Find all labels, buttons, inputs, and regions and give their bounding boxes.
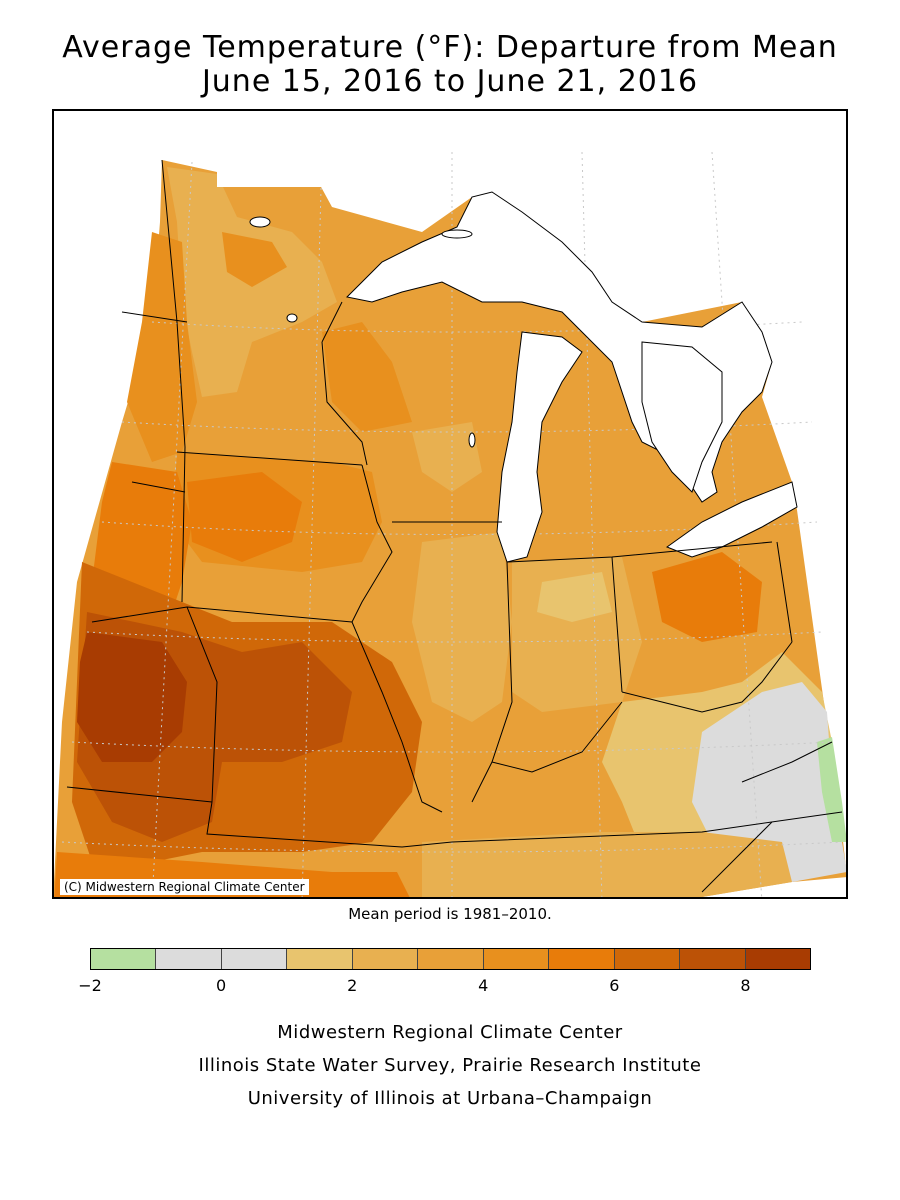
credit-line-3: University of Illinois at Urbana–Champai… xyxy=(247,1088,653,1109)
legend-tick-label: −2 xyxy=(78,976,102,995)
state-borders xyxy=(66,159,843,893)
mean-period-note: Mean period is 1981–2010. xyxy=(348,905,552,923)
legend-swatch xyxy=(91,949,157,969)
band-oh-hot xyxy=(652,552,762,642)
canada-gap xyxy=(217,152,337,187)
band-wv-green xyxy=(817,737,846,842)
map-date-range: June 15, 2016 to June 21, 2016 xyxy=(201,64,699,99)
legend-swatch xyxy=(156,949,222,969)
lake-mille-lacs xyxy=(286,313,298,323)
legend-swatch xyxy=(287,949,353,969)
copyright-label: (C) Midwestern Regional Climate Center xyxy=(60,879,309,895)
legend-swatch xyxy=(352,949,419,969)
band-tn-south xyxy=(422,832,792,897)
legend-swatch xyxy=(549,949,615,969)
lake-erie xyxy=(665,481,798,558)
map-title: Average Temperature (°F): Departure from… xyxy=(62,30,838,65)
band-ky-gray xyxy=(692,682,846,882)
legend-swatch xyxy=(614,949,681,969)
lake-winnebago xyxy=(468,432,476,448)
band-orange-mn xyxy=(127,232,197,462)
legend-swatch xyxy=(221,949,288,969)
legend-swatch xyxy=(483,949,550,969)
small-lake-north xyxy=(249,216,271,228)
band-iowa-core xyxy=(187,472,302,562)
band-il-light xyxy=(412,532,512,722)
band-ne-hottest xyxy=(77,632,187,762)
legend-tick-label: 2 xyxy=(347,976,358,995)
lake-michigan xyxy=(496,331,583,563)
legend-tick-label: 4 xyxy=(478,976,489,995)
legend-swatch xyxy=(745,949,810,969)
credit-line-2: Illinois State Water Survey, Prairie Res… xyxy=(198,1055,702,1076)
legend-swatch xyxy=(418,949,484,969)
isle-royale xyxy=(441,229,473,239)
legend-tick-label: 6 xyxy=(609,976,620,995)
band-wi-west xyxy=(322,322,412,432)
temperature-departure-map xyxy=(54,151,846,897)
band-orange-arrowhead xyxy=(222,232,287,287)
credit-line-1: Midwestern Regional Climate Center xyxy=(277,1022,623,1043)
legend-swatch xyxy=(680,949,746,969)
lake-huron xyxy=(641,341,723,493)
legend-tick-label: 0 xyxy=(215,976,227,995)
color-legend-bar xyxy=(90,948,811,970)
legend-tick-label: 8 xyxy=(740,976,751,995)
band-mi-light xyxy=(412,422,482,492)
map-panel: (C) Midwestern Regional Climate Center xyxy=(52,109,848,899)
